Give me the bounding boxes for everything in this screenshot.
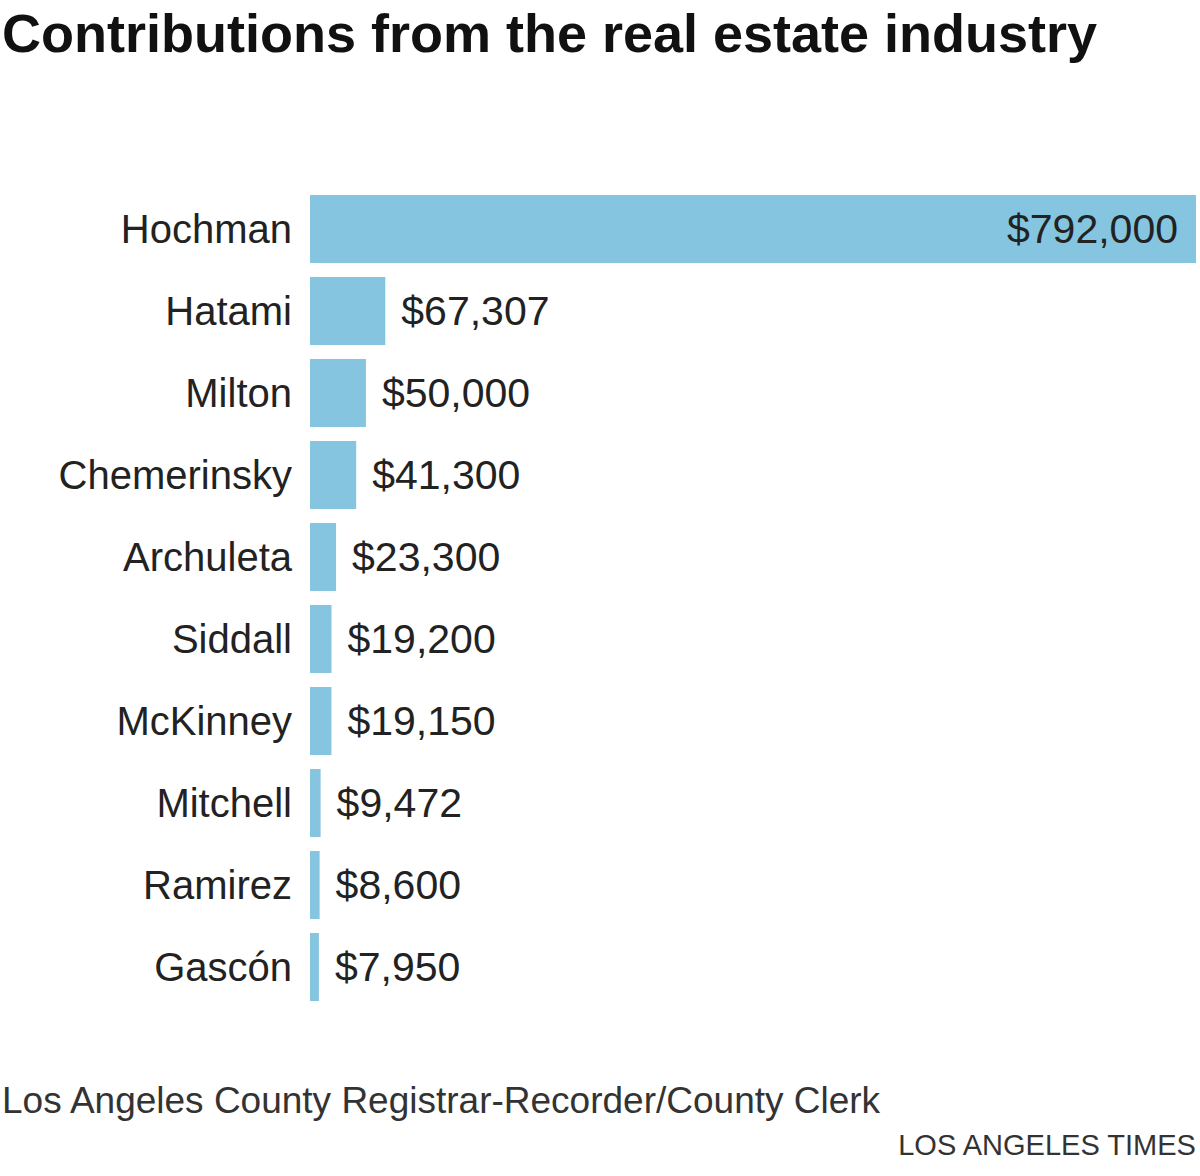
svg-text:$23,300: $23,300 (352, 534, 500, 580)
svg-text:Ramirez: Ramirez (143, 863, 292, 907)
svg-text:Archuleta: Archuleta (123, 535, 293, 579)
svg-text:$50,000: $50,000 (382, 370, 530, 416)
svg-text:$67,307: $67,307 (401, 288, 549, 334)
svg-text:LOS ANGELES TIMES: LOS ANGELES TIMES (898, 1129, 1196, 1161)
svg-text:$19,150: $19,150 (347, 698, 495, 744)
svg-text:Chemerinsky: Chemerinsky (59, 453, 292, 497)
svg-text:$19,200: $19,200 (347, 616, 495, 662)
svg-text:Contributions from the real es: Contributions from the real estate indus… (2, 3, 1097, 63)
svg-text:McKinney: McKinney (116, 699, 292, 743)
svg-text:$7,950: $7,950 (335, 944, 460, 990)
svg-text:$41,300: $41,300 (372, 452, 520, 498)
svg-text:$9,472: $9,472 (337, 780, 462, 826)
svg-text:Milton: Milton (185, 371, 292, 415)
svg-text:Los Angeles County Registrar-R: Los Angeles County Registrar-Recorder/Co… (2, 1080, 881, 1121)
svg-text:Siddall: Siddall (172, 617, 292, 661)
svg-text:Hatami: Hatami (165, 289, 292, 333)
svg-text:$792,000: $792,000 (1007, 206, 1178, 252)
svg-text:Hochman: Hochman (121, 207, 292, 251)
svg-text:Gascón: Gascón (154, 945, 292, 989)
svg-text:Mitchell: Mitchell (156, 781, 292, 825)
svg-text:$8,600: $8,600 (336, 862, 461, 908)
